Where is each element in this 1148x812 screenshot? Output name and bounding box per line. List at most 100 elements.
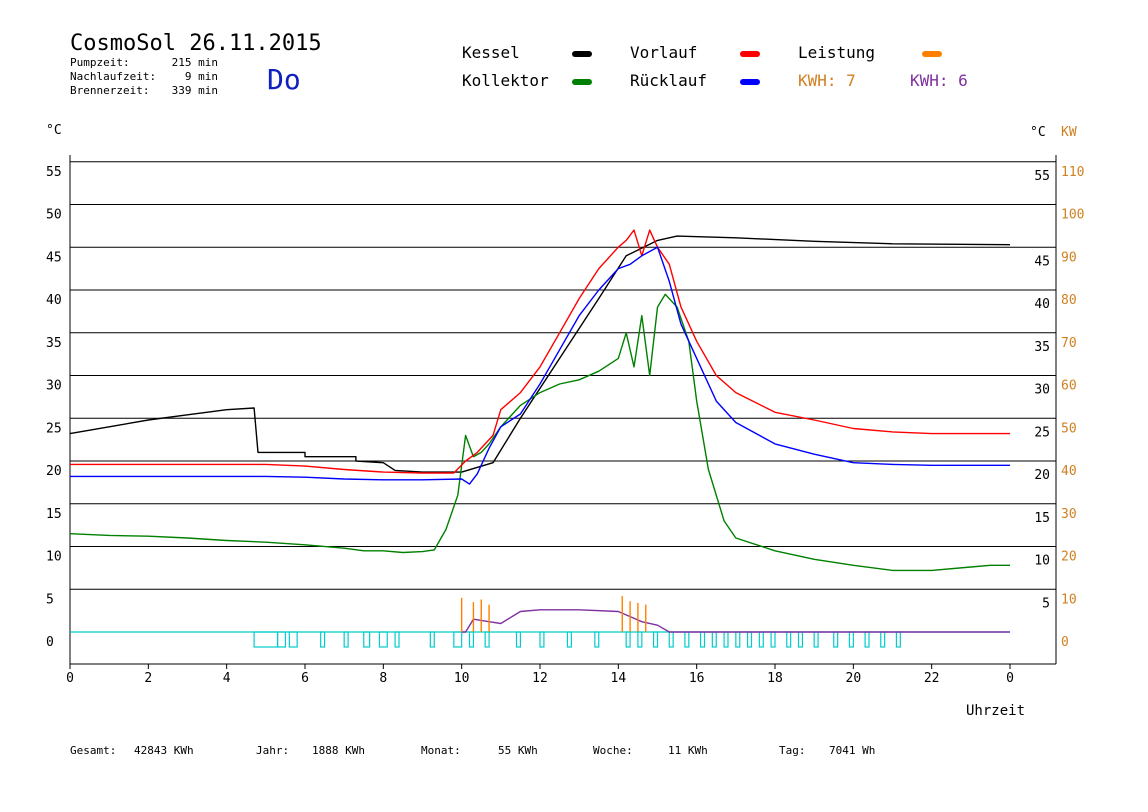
page-title: CosmoSol 26.11.2015 [70,31,322,56]
pump-marker [770,631,776,648]
footer-label-jahr: Jahr: [256,744,289,757]
legend-label-vorlauf: Vorlauf [630,43,697,62]
pump-marker [786,631,792,648]
x-tick-label: 14 [611,671,627,686]
x-ticks: 0 2 4 6 8 10 12 14 16 18 20 22 0 [66,664,1014,686]
legend-kwh-2: KWH: 6 [910,71,968,90]
stat-label-nachlaufzeit: Nachlaufzeit: [70,70,156,83]
pump-marker [429,631,435,648]
stat-value-brennerzeit: 339 min [172,84,218,97]
y-right-kw-tick-label: 40 [1061,464,1077,479]
pump-marker [625,631,631,648]
y-right-tick-label: 20 [1034,468,1050,483]
footer-value-woche: 11 KWh [668,744,708,757]
pump-markers [253,631,901,648]
x-tick-label: 2 [144,671,152,686]
x-tick-label: 8 [379,671,387,686]
stat-label-brennerzeit: Brennerzeit: [70,84,149,97]
pump-marker [684,631,690,648]
y-right-ticks: 55 45 40 35 30 25 20 15 10 5 [1034,169,1050,612]
pump-marker [652,631,659,648]
y-right-tick-label: 15 [1034,511,1050,526]
footer-value-tag: 7041 Wh [829,744,875,757]
y-right-tick-label: 5 [1042,596,1050,611]
pump-marker [276,631,287,648]
y-right-kw-tick-label: 80 [1061,293,1077,308]
series-line-r-cklauf [70,246,1010,485]
x-tick-label: 4 [223,671,231,686]
x-tick-label: 12 [532,671,548,686]
left-axis-unit: °C [46,123,62,138]
legend-swatch-kessel [572,51,592,57]
y-tick-label: 45 [46,250,62,265]
pump-marker [594,631,600,648]
y-right-kw-tick-label: 60 [1061,379,1077,394]
y-right-tick-label: 30 [1034,383,1050,398]
legend-label-kessel: Kessel [462,43,520,62]
pump-marker [539,631,545,648]
y-right-kw-tick-label: 70 [1061,336,1077,351]
footer-label-monat: Monat: [421,744,461,757]
y-tick-label: 20 [46,464,62,479]
y-right-tick-label: 10 [1034,554,1050,569]
y-right-tick-label: 55 [1034,169,1050,184]
legend-swatch-vorlauf [740,51,760,57]
y-right-kw-tick-label: 30 [1061,507,1077,522]
y-tick-label: 55 [46,165,62,180]
pump-marker [363,631,371,648]
y-right-kw-tick-label: 10 [1061,592,1077,607]
grid [70,161,1056,590]
y-right-kw-tick-label: 100 [1061,208,1084,223]
y-right-kw-tick-label: 0 [1061,635,1069,650]
pump-marker [797,631,804,648]
pump-marker [515,631,522,648]
footer-label-gesamt: Gesamt: [70,744,116,757]
x-tick-label: 22 [924,671,940,686]
pump-marker [833,631,839,648]
y-tick-label: 15 [46,507,62,522]
legend-swatch-leistung [922,51,942,57]
pump-marker [320,631,326,648]
header-stats: Pumpzeit: 215 min Nachlaufzeit: 9 min Br… [70,56,218,97]
pump-marker [253,631,279,648]
pump-marker [566,631,572,648]
pump-marker [711,631,717,648]
header: CosmoSol 26.11.2015 Do Pumpzeit: 215 min… [70,31,322,97]
x-tick-label: 18 [767,671,783,686]
pump-marker [735,631,741,648]
pump-marker [758,631,764,648]
pump-marker [699,631,706,648]
pump-marker [668,631,674,648]
y-tick-label: 0 [46,635,54,650]
x-tick-label: 0 [66,671,74,686]
y-right-kw-tick-label: 110 [1061,165,1084,180]
y-tick-label: 50 [46,208,62,223]
pump-marker [484,631,490,648]
stat-value-pumpzeit: 215 min [172,56,218,69]
y-tick-label: 10 [46,550,62,565]
footer-value-monat: 55 KWh [498,744,538,757]
y-right-kw-tick-label: 50 [1061,421,1077,436]
series-line-kessel [69,235,1011,473]
x-tick-label: 20 [846,671,862,686]
pump-marker [723,631,729,648]
x-axis-label: Uhrzeit [966,703,1025,719]
pump-marker [343,631,349,648]
right-axis-unit-kw: KW [1061,125,1077,140]
y-right-tick-label: 45 [1034,254,1050,269]
footer-label-woche: Woche: [593,744,633,757]
pump-marker [848,631,854,648]
x-tick-label: 10 [454,671,470,686]
x-tick-label: 0 [1006,671,1014,686]
footer-value-jahr: 1888 KWh [312,744,365,757]
pump-marker [895,631,901,648]
legend-kwh-1: KWH: 7 [798,71,856,90]
series-line-leistung [461,609,1010,633]
legend-label-ruecklauf: Rücklauf [630,71,707,90]
footer-value-gesamt: 42843 KWh [134,744,194,757]
pump-marker [394,631,400,648]
legend-swatch-kollektor [572,79,592,85]
